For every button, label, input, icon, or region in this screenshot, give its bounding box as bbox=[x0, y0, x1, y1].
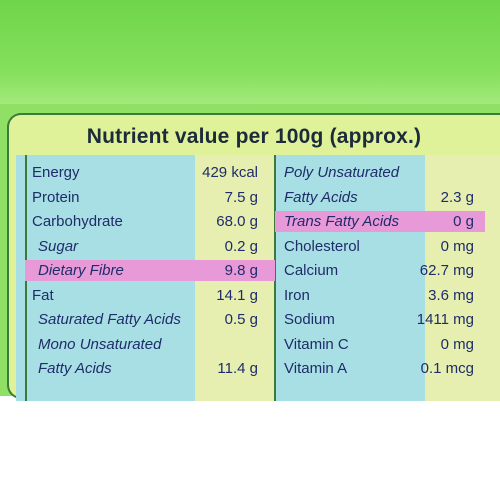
nutrient-value: 0.5 g bbox=[224, 311, 258, 328]
nutrient-value: 0.2 g bbox=[224, 237, 258, 255]
nutrient-name: Iron bbox=[284, 286, 310, 304]
nutrient-name: Sodium bbox=[284, 311, 335, 328]
right-name-column bbox=[275, 155, 425, 401]
nutrient-name: Sugar bbox=[38, 237, 79, 255]
label-title: Nutrient value per 100g (approx.) bbox=[86, 125, 422, 148]
nutrient-name: Vitamin C bbox=[284, 335, 349, 353]
green-band-top bbox=[0, 0, 500, 104]
nutrient-value: 3.6 mg bbox=[428, 286, 474, 304]
nutrient-name: Vitamin A bbox=[284, 360, 348, 377]
nutrient-name: Dietary Fibre bbox=[38, 262, 124, 279]
nutrient-name: Protein bbox=[32, 188, 80, 206]
nutrient-name: Energy bbox=[32, 164, 80, 181]
nutrient-value: 0 g bbox=[453, 213, 474, 230]
nutrient-name: Fatty Acids bbox=[284, 188, 358, 206]
nutrient-value: 0.1 mcg bbox=[420, 360, 474, 377]
nutrient-value: 2.3 g bbox=[440, 188, 474, 206]
nutrient-value: 11.4 g bbox=[217, 360, 258, 377]
highlight-bar bbox=[25, 260, 275, 281]
nutrient-name: Cholesterol bbox=[284, 237, 360, 255]
nutrient-value: 0 mg bbox=[440, 237, 474, 255]
nutrient-name: Carbohydrate bbox=[32, 213, 123, 230]
nutrient-name: Trans Fatty Acids bbox=[284, 213, 400, 230]
nutrient-value: 1411 mg bbox=[416, 311, 474, 328]
nutrient-name: Mono Unsaturated bbox=[38, 335, 162, 353]
nutrient-name: Poly Unsaturated bbox=[284, 164, 400, 181]
right-value-column bbox=[425, 155, 500, 401]
nutrient-value: 9.8 g bbox=[224, 262, 258, 279]
nutrient-value: 14.1 g bbox=[216, 286, 258, 304]
nutrition-label-panel: Nutrient value per 100g (approx.) Energy… bbox=[7, 113, 500, 401]
nutrient-name: Saturated Fatty Acids bbox=[38, 311, 181, 328]
white-area-bottom bbox=[0, 396, 500, 500]
highlight-bar bbox=[275, 211, 485, 232]
nutrient-name: Fatty Acids bbox=[38, 360, 112, 377]
nutrient-value: 7.5 g bbox=[224, 188, 258, 206]
nutrient-value: 68.0 g bbox=[216, 213, 258, 230]
nutrient-value: 429 kcal bbox=[202, 164, 258, 181]
nutrient-table: Energy 429 kcal Protein 7.5 g Carbohydrate 68… bbox=[16, 155, 500, 401]
nutrient-name: Calcium bbox=[284, 262, 339, 279]
nutrient-name: Fat bbox=[32, 286, 54, 304]
column-divider bbox=[274, 155, 276, 401]
nutrient-value: 0 mg bbox=[440, 335, 474, 353]
nutrient-value: 62.7 mg bbox=[419, 262, 474, 279]
